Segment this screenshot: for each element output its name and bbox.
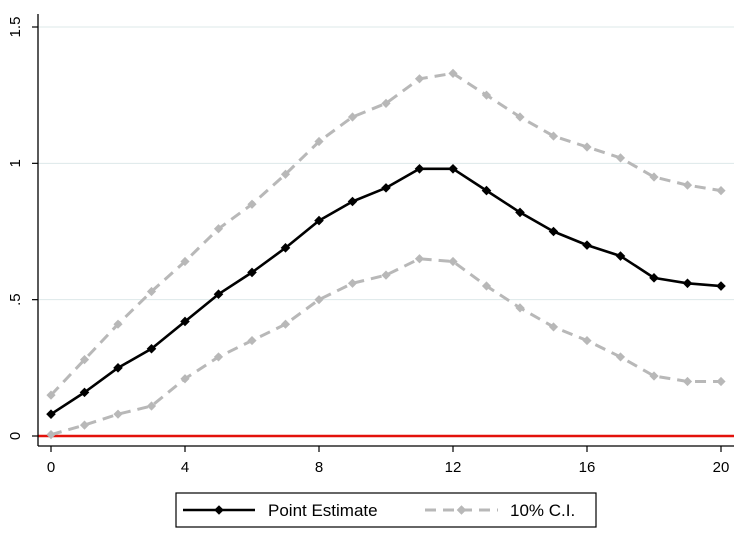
data-point (46, 430, 56, 440)
data-point (615, 251, 626, 261)
data-point (213, 352, 224, 362)
ticks: 0 .5 1 1.5 0 4 8 12 16 20 (7, 17, 729, 476)
data-point (79, 355, 90, 365)
x-tick-label: 4 (181, 459, 189, 476)
data-point (649, 172, 659, 182)
data-point (247, 199, 257, 209)
data-point (414, 74, 425, 84)
data-point (682, 180, 693, 190)
x-tick-label: 20 (713, 459, 730, 476)
gridlines (38, 26, 734, 301)
y-tick-label: 1 (7, 159, 24, 167)
data-point (548, 322, 559, 332)
data-point (548, 226, 559, 237)
data-point (515, 112, 525, 122)
x-tick-label: 12 (445, 459, 462, 476)
data-point (280, 169, 291, 179)
data-point (615, 352, 626, 362)
data-point (414, 254, 425, 264)
data-point (146, 286, 157, 297)
x-tick-label: 8 (315, 459, 323, 476)
data-point (146, 343, 157, 354)
data-point (46, 409, 56, 419)
data-point (247, 267, 257, 278)
data-point (247, 335, 257, 346)
x-tick-label: 16 (579, 459, 596, 476)
data-point (213, 289, 224, 300)
data-point (716, 376, 726, 387)
data-point (481, 185, 492, 196)
data-point (515, 207, 525, 218)
data-point (79, 387, 90, 398)
series-10-c-i-lower (46, 254, 726, 440)
data-point (716, 281, 726, 291)
data-point (314, 136, 324, 147)
data-point (682, 376, 693, 387)
data-point (146, 401, 157, 411)
data-point (314, 215, 324, 226)
legend-label: Point Estimate (268, 501, 378, 520)
data-point (180, 374, 190, 384)
y-tick-label: 0 (7, 432, 24, 440)
data-point (113, 363, 123, 373)
data-point (615, 153, 626, 163)
data-point (682, 278, 693, 289)
data-point (381, 183, 391, 193)
y-tick-label: .5 (7, 293, 24, 306)
data-point (280, 243, 291, 253)
series-10-c-i-upper (46, 68, 726, 400)
data-point (481, 90, 492, 100)
data-point (180, 316, 190, 327)
series-group (46, 68, 726, 440)
data-point (213, 224, 224, 234)
legend-swatch-marker (456, 505, 467, 515)
axes (37, 14, 734, 447)
data-point (582, 335, 592, 346)
data-point (448, 163, 458, 174)
data-point (548, 131, 559, 141)
legend: Point Estimate 10% C.I. (175, 492, 597, 528)
legend-entries: Point Estimate 10% C.I. (183, 501, 575, 520)
data-point (381, 270, 391, 280)
data-point (515, 303, 525, 313)
data-point (79, 420, 90, 430)
data-point (381, 98, 391, 108)
data-point (46, 390, 56, 400)
legend-swatch-marker (214, 505, 224, 515)
series-line-10-c-i-lower (50, 257, 721, 437)
legend-entry-point-estimate: Point Estimate (183, 501, 378, 520)
legend-label: 10% C.I. (510, 501, 575, 520)
legend-entry-10-c-i: 10% C.I. (425, 501, 575, 520)
data-point (180, 256, 190, 267)
data-point (448, 68, 458, 78)
data-point (347, 278, 358, 288)
data-point (582, 142, 592, 152)
x-tick-label: 0 (47, 459, 55, 476)
data-point (649, 273, 659, 283)
data-point (414, 163, 425, 174)
data-point (347, 112, 358, 122)
data-point (448, 256, 458, 267)
data-point (113, 319, 123, 329)
y-tick-label: 1.5 (7, 17, 24, 38)
data-point (481, 281, 492, 291)
data-point (649, 371, 659, 381)
data-point (716, 186, 726, 196)
data-point (347, 196, 358, 207)
data-point (582, 240, 592, 250)
data-point (280, 319, 291, 329)
data-point (314, 295, 324, 305)
data-point (113, 409, 123, 419)
series-point-estimate (46, 163, 726, 419)
